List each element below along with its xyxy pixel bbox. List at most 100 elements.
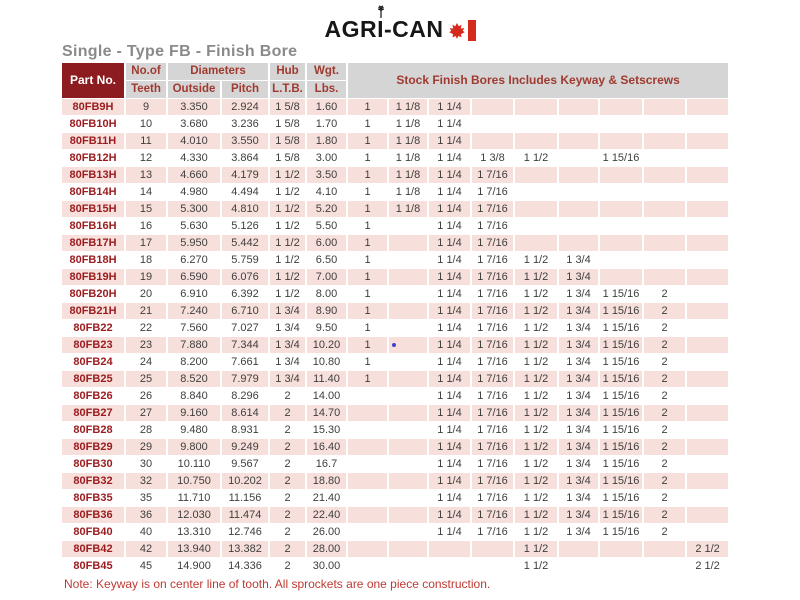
weight-cell: 1.80 [307,133,346,149]
bore-cell: 2 [661,458,668,470]
part-no-cell: 80FB19H [62,269,124,285]
pitch-diameter-cell: 12.746 [228,526,262,538]
part-no-cell: 80FB42 [62,541,124,557]
bore-cell: 1 [348,235,387,251]
bore-cell: 1 1/2 [515,371,557,387]
bore-cell: 1 1/4 [437,254,462,266]
pitch-diameter-cell: 4.179 [222,167,268,183]
bore-cell: 1 15/16 [600,337,642,353]
bore-cell [644,150,685,166]
table-row: 80FB23 23 7.880 7.344 1 3/4 10.20 1 1 1/4 1 7/16… [62,337,729,353]
bore-cell: 2 [661,390,668,402]
weight-cell: 6.00 [307,235,346,251]
bore-cell: 1 1/2 [515,405,557,421]
weight-cell: 1.70 [315,118,338,130]
bore-cell: 1 3/4 [566,390,591,402]
bore-cell: 1 1/4 [429,371,470,387]
bore-cell: 1 1/8 [389,201,427,217]
teeth-cell: 13 [126,167,166,183]
hub-ltb-cell: 2 [284,458,291,470]
bore-cell [687,490,728,506]
bore-cell: 1 15/16 [602,322,640,334]
bore-cell [687,524,728,540]
bore-cell: 1 1/2 [523,390,549,402]
bore-cell: 1 3/4 [566,492,591,504]
hub-ltb-cell: 1 5/8 [275,118,300,130]
outside-diameter-cell: 7.560 [180,322,208,334]
outside-diameter-cell: 9.160 [168,405,220,421]
teeth-cell: 36 [126,507,166,523]
outside-diameter-cell: 12.030 [168,507,220,523]
part-no-cell: 80FB20H [69,288,117,300]
bore-cell [389,371,427,387]
bore-cell: 1 1/4 [429,235,470,251]
teeth-cell: 24 [139,356,153,368]
bore-cell [687,439,729,455]
bore-cell: 1 1/4 [437,526,462,538]
table-row: 80FB12H 12 4.330 3.864 1 5/8 3.00 1 1 1/8 1 1/4 1… [62,150,728,166]
agri-can-logo: AGRI -CAN [0,5,800,41]
header-row-2: Teeth Outside Pitch L.T.B. Lbs. [62,81,728,98]
bore-cell [687,184,728,200]
bore-cell [515,99,557,115]
pitch-diameter-cell: 6.076 [222,269,268,285]
bore-cell: 2 [661,288,668,300]
bore-cell: 1 1/2 [523,288,549,300]
table-row: 80FB19H 19 6.590 6.076 1 1/2 7.00 1 1 1/4 1 7/16… [62,269,729,285]
hub-ltb-cell: 1 3/4 [270,337,305,353]
part-no-cell: 80FB23 [62,337,124,353]
bore-cell [389,235,427,251]
bore-cell: 1 1/4 [437,458,462,470]
bore-cell: 1 3/4 [559,473,598,489]
bore-cell [389,303,427,319]
wheat-icon [377,5,384,18]
bore-cell [389,388,427,404]
table-row: 80FB26 26 8.840 8.296 2 14.00 1 1/4 1 7/16 1 1/2… [62,388,728,404]
bore-cell: 1 1/2 [515,473,557,489]
page-title: Single - Type FB - Finish Bore [62,43,298,60]
weight-cell: 18.80 [307,473,346,489]
bore-cell [600,133,642,149]
outside-diameter-cell: 7.240 [168,303,220,319]
outside-diameter-cell: 13.310 [177,526,211,538]
bore-cell: 1 7/16 [477,356,508,368]
bore-cell: 2 [661,356,668,368]
pitch-diameter-cell: 7.979 [222,371,268,387]
bore-cell [389,422,427,438]
bore-cell [687,201,729,217]
pitch-diameter-cell: 4.494 [231,186,259,198]
bore-cell: 1 [348,99,387,115]
bore-cell: 1 1/2 [523,492,549,504]
header-pitch: Pitch [222,81,268,98]
bore-cell: 2 [644,473,685,489]
bore-cell: 1 3/4 [559,439,598,455]
hub-ltb-cell: 1 5/8 [270,133,305,149]
bore-cell: 1 7/16 [477,424,508,436]
bore-cell: 1 3/4 [559,405,598,421]
table-row: 80FB25 25 8.520 7.979 1 3/4 11.40 1 1 1/4 1 7/16… [62,371,729,387]
bore-cell: 1 3/4 [566,424,591,436]
bore-cell [644,116,685,132]
bore-cell: 1 [348,337,387,353]
bore-cell: 1 1/4 [429,473,470,489]
bore-cell [600,269,642,285]
pitch-diameter-cell: 6.392 [231,288,259,300]
weight-cell: 26.00 [312,526,341,538]
bore-cell: 1 3/4 [566,322,591,334]
bore-cell [600,116,642,132]
bore-cell [600,184,642,200]
bore-cell [429,541,470,557]
bore-cell: 1 1/8 [389,167,427,183]
bore-cell [472,558,513,574]
outside-diameter-cell: 6.590 [168,269,220,285]
weight-cell: 10.80 [312,356,341,368]
hub-ltb-cell: 1 5/8 [275,152,300,164]
outside-diameter-cell: 6.910 [180,288,208,300]
bore-cell: 2 1/2 [687,541,729,557]
bore-cell [472,99,513,115]
blue-dot-artifact [392,343,396,347]
table-row: 80FB14H 14 4.980 4.494 1 1/2 4.10 1 1 1/8 1 1/4 1… [62,184,728,200]
bore-cell [600,201,642,217]
bore-cell: 1 1/4 [429,269,470,285]
pitch-diameter-cell: 14.336 [228,560,262,572]
